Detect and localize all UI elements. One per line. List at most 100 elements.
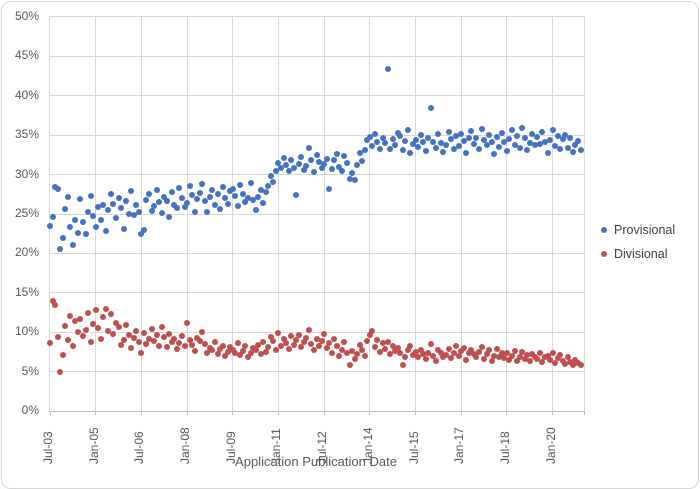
divisional-data-point (417, 346, 424, 353)
provisional-data-point (437, 140, 444, 147)
provisional-data-point (318, 165, 325, 172)
divisional-data-point (488, 357, 495, 364)
divisional-data-point (529, 351, 536, 358)
provisional-data-point (509, 127, 516, 134)
x-axis-tick (460, 411, 462, 415)
divisional-data-point (265, 344, 272, 351)
provisional-data-point (410, 140, 417, 147)
provisional-data-point (399, 147, 406, 154)
divisional-data-point (311, 347, 317, 354)
provisional-data-point (49, 214, 56, 221)
provisional-data-point (417, 132, 424, 139)
divisional-data-point (377, 348, 384, 355)
provisional-data-point (503, 147, 510, 154)
divisional-data-point (148, 326, 155, 333)
divisional-data-point (473, 353, 480, 360)
divisional-data-point (151, 337, 158, 344)
provisional-data-point (557, 146, 564, 153)
provisional-data-point (252, 207, 259, 214)
provisional-data-point (125, 211, 132, 217)
provisional-data-point (280, 155, 287, 162)
divisional-data-point (445, 345, 452, 352)
divisional-data-point (491, 352, 498, 359)
divisional-data-point (133, 327, 140, 334)
divisional-data-point (384, 338, 391, 345)
divisional-data-point (308, 341, 315, 348)
provisional-data-point (209, 187, 216, 194)
provisional-data-point (107, 190, 114, 197)
provisional-data-point (478, 125, 485, 132)
divisional-data-point (481, 355, 488, 362)
divisional-data-point (85, 309, 92, 316)
divisional-data-point (524, 352, 531, 359)
divisional-data-point (549, 350, 556, 357)
divisional-data-point (82, 326, 89, 333)
provisional-legend-marker-icon (601, 227, 607, 233)
provisional-data-point (199, 181, 206, 188)
divisional-data-point (526, 357, 533, 364)
provisional-data-point (470, 140, 477, 147)
divisional-data-point (59, 352, 66, 359)
provisional-data-point (146, 191, 152, 198)
provisional-data-point (486, 132, 493, 139)
provisional-data-point (554, 132, 561, 139)
divisional-data-point (430, 352, 437, 359)
provisional-data-point (349, 170, 356, 177)
horizontal-gridline (50, 371, 584, 373)
provisional-data-point (97, 216, 104, 223)
provisional-data-point (272, 168, 279, 175)
provisional-data-point (214, 191, 221, 198)
divisional-data-point (448, 355, 455, 362)
divisional-legend-marker-icon (601, 251, 607, 257)
divisional-data-point (498, 349, 505, 356)
x-axis-tick (369, 411, 371, 415)
divisional-data-point (331, 335, 338, 342)
divisional-data-point (389, 342, 396, 349)
provisional-data-point (288, 156, 295, 163)
provisional-data-point (168, 188, 175, 195)
divisional-data-point (146, 336, 152, 343)
divisional-data-point (105, 328, 112, 335)
provisional-data-point (82, 231, 89, 238)
divisional-data-point (577, 362, 584, 369)
divisional-data-point (503, 350, 510, 357)
divisional-data-point (465, 350, 472, 357)
provisional-data-point (496, 144, 503, 151)
provisional-data-point (326, 185, 333, 192)
divisional-data-point (559, 357, 566, 364)
provisional-data-point (524, 147, 531, 154)
provisional-data-point (290, 164, 297, 171)
provisional-data-point (379, 135, 386, 142)
divisional-data-point (80, 333, 86, 340)
divisional-data-point (493, 345, 500, 352)
divisional-data-point (564, 354, 571, 361)
divisional-data-point (412, 348, 419, 355)
provisional-data-point (450, 146, 457, 153)
provisional-data-point (351, 177, 358, 184)
divisional-data-point (521, 355, 528, 362)
divisional-data-point (247, 349, 254, 356)
provisional-data-point (455, 143, 462, 150)
divisional-data-point (140, 329, 147, 336)
provisional-data-point (54, 185, 61, 192)
provisional-data-point (425, 134, 432, 141)
provisional-data-point (206, 194, 213, 201)
provisional-data-point (577, 147, 584, 154)
x-axis-tick (277, 411, 279, 415)
divisional-data-point (316, 343, 323, 350)
provisional-data-point (267, 173, 274, 180)
provisional-data-point (181, 203, 188, 210)
divisional-data-point (138, 350, 145, 357)
legend-label-provisional: Provisional (614, 223, 676, 237)
provisional-data-point (483, 142, 490, 149)
horizontal-gridline (50, 331, 584, 333)
provisional-data-point (166, 214, 173, 221)
divisional-data-point (239, 348, 246, 355)
divisional-data-point (326, 340, 333, 347)
divisional-data-point (72, 318, 79, 325)
provisional-data-point (427, 104, 434, 111)
provisional-data-point (100, 202, 107, 209)
provisional-data-point (536, 140, 543, 147)
provisional-data-point (239, 190, 246, 197)
provisional-data-point (445, 129, 452, 136)
